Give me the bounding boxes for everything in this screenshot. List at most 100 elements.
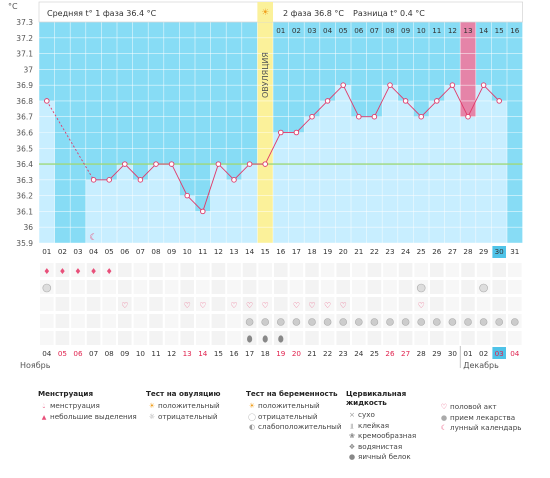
y-tick-label: 36.4 bbox=[16, 160, 33, 169]
data-point bbox=[44, 98, 50, 104]
x-tick-label: 19 bbox=[323, 247, 333, 256]
data-point bbox=[90, 177, 97, 183]
row-cell bbox=[336, 297, 350, 311]
row-cell bbox=[180, 314, 194, 328]
y-tick-label: 37 bbox=[23, 65, 33, 74]
data-point bbox=[168, 161, 175, 167]
row-cell bbox=[40, 263, 54, 277]
row-cell bbox=[398, 297, 413, 311]
series-line bbox=[171, 163, 188, 196]
row-cell bbox=[71, 280, 85, 294]
data-point bbox=[184, 192, 190, 199]
phase2-day-label: 07 bbox=[370, 26, 379, 35]
data-point bbox=[371, 113, 378, 120]
data-point bbox=[434, 98, 440, 104]
row-cell bbox=[55, 297, 70, 311]
data-point bbox=[122, 161, 128, 167]
row-cell bbox=[445, 263, 460, 277]
mucus-icon bbox=[245, 318, 254, 326]
mucus-icon bbox=[510, 318, 519, 326]
row-cell bbox=[445, 297, 460, 311]
row-cell bbox=[320, 263, 335, 277]
y-tick-label: 36.7 bbox=[16, 113, 33, 122]
y-tick-label: 35.9 bbox=[16, 239, 33, 248]
row-cell bbox=[289, 297, 304, 311]
data-point bbox=[262, 161, 268, 167]
legend-label: небольшие выделения bbox=[50, 411, 137, 421]
y-tick-label: 36.2 bbox=[16, 192, 33, 201]
sun-icon: ☀ bbox=[261, 8, 269, 18]
egg-white-icon: ● bbox=[348, 452, 356, 461]
row-cell bbox=[383, 297, 397, 311]
row-cell bbox=[336, 280, 350, 294]
series-line bbox=[311, 100, 328, 118]
egg-white-icon bbox=[247, 335, 253, 343]
legend-label: слабоположительный bbox=[258, 422, 342, 431]
x-tick-label: 11 bbox=[198, 247, 207, 256]
header-box bbox=[38, 1, 523, 23]
y-tick-label: 36.5 bbox=[16, 144, 33, 153]
row-cell bbox=[227, 314, 241, 328]
row-cell bbox=[164, 314, 179, 328]
mucus-icon bbox=[339, 318, 348, 326]
row-cell bbox=[242, 263, 257, 277]
heart-icon: ♡ bbox=[440, 402, 448, 411]
y-tick-label: 36.6 bbox=[16, 129, 33, 138]
date-label: 02 bbox=[479, 349, 488, 358]
series-line bbox=[108, 163, 126, 181]
y-tick-label: 37.2 bbox=[16, 34, 33, 43]
y-tick-label: 37.1 bbox=[16, 50, 33, 59]
series-line bbox=[327, 84, 344, 102]
date-label: 28 bbox=[417, 349, 427, 358]
date-label: 22 bbox=[323, 349, 332, 358]
row-cell bbox=[102, 297, 116, 311]
phase2-day-label: 14 bbox=[479, 26, 489, 35]
row-cell bbox=[40, 314, 54, 328]
bar bbox=[163, 164, 180, 243]
heart-icon: ♡ bbox=[121, 301, 128, 310]
y-axis-unit: °C bbox=[8, 2, 18, 11]
row-cell bbox=[86, 280, 101, 294]
data-point bbox=[293, 129, 300, 136]
mucus-icon bbox=[276, 318, 285, 326]
x-tick-label: 29 bbox=[479, 247, 489, 256]
row-cell bbox=[40, 331, 54, 345]
data-point bbox=[231, 177, 237, 183]
data-point bbox=[465, 113, 471, 120]
row-cell bbox=[398, 263, 413, 277]
row-cell bbox=[492, 280, 506, 294]
phase2-day-label: 12 bbox=[448, 26, 457, 35]
row-cell bbox=[274, 280, 288, 294]
x-tick-label: 23 bbox=[385, 247, 394, 256]
x-tick-label: 15 bbox=[261, 247, 270, 256]
legend-item: ◯ отрицательный bbox=[246, 412, 346, 423]
row-cell bbox=[102, 280, 116, 294]
series-line bbox=[389, 84, 406, 102]
row-cell bbox=[71, 331, 85, 345]
legend-item: ❀ кремообразная bbox=[346, 431, 446, 442]
row-cell bbox=[445, 331, 460, 345]
bar bbox=[491, 100, 507, 243]
x-tick-label: 16 bbox=[276, 247, 286, 256]
legend-item: ☼ отрицательный bbox=[146, 412, 246, 423]
y-tick-label: 36.8 bbox=[16, 97, 33, 106]
bar bbox=[273, 132, 289, 243]
date-label: 08 bbox=[105, 349, 115, 358]
row-cell bbox=[430, 263, 444, 277]
row-cell bbox=[289, 263, 304, 277]
row-cell bbox=[352, 280, 366, 294]
series-line bbox=[405, 100, 422, 118]
row-cell bbox=[242, 280, 257, 294]
row-cell bbox=[352, 263, 366, 277]
mucus-icon bbox=[432, 318, 441, 326]
date-label: 18 bbox=[261, 349, 271, 358]
sticky-icon: ⫫ bbox=[349, 420, 355, 430]
data-point bbox=[324, 98, 331, 104]
heart-icon: ♡ bbox=[308, 301, 315, 310]
row-cell bbox=[398, 331, 413, 345]
heart-icon: ♡ bbox=[199, 301, 206, 310]
row-cell bbox=[196, 314, 210, 328]
row-cell bbox=[227, 263, 241, 277]
legend-title: Цервикальная жидкость bbox=[346, 389, 407, 407]
row-cell bbox=[180, 297, 194, 311]
